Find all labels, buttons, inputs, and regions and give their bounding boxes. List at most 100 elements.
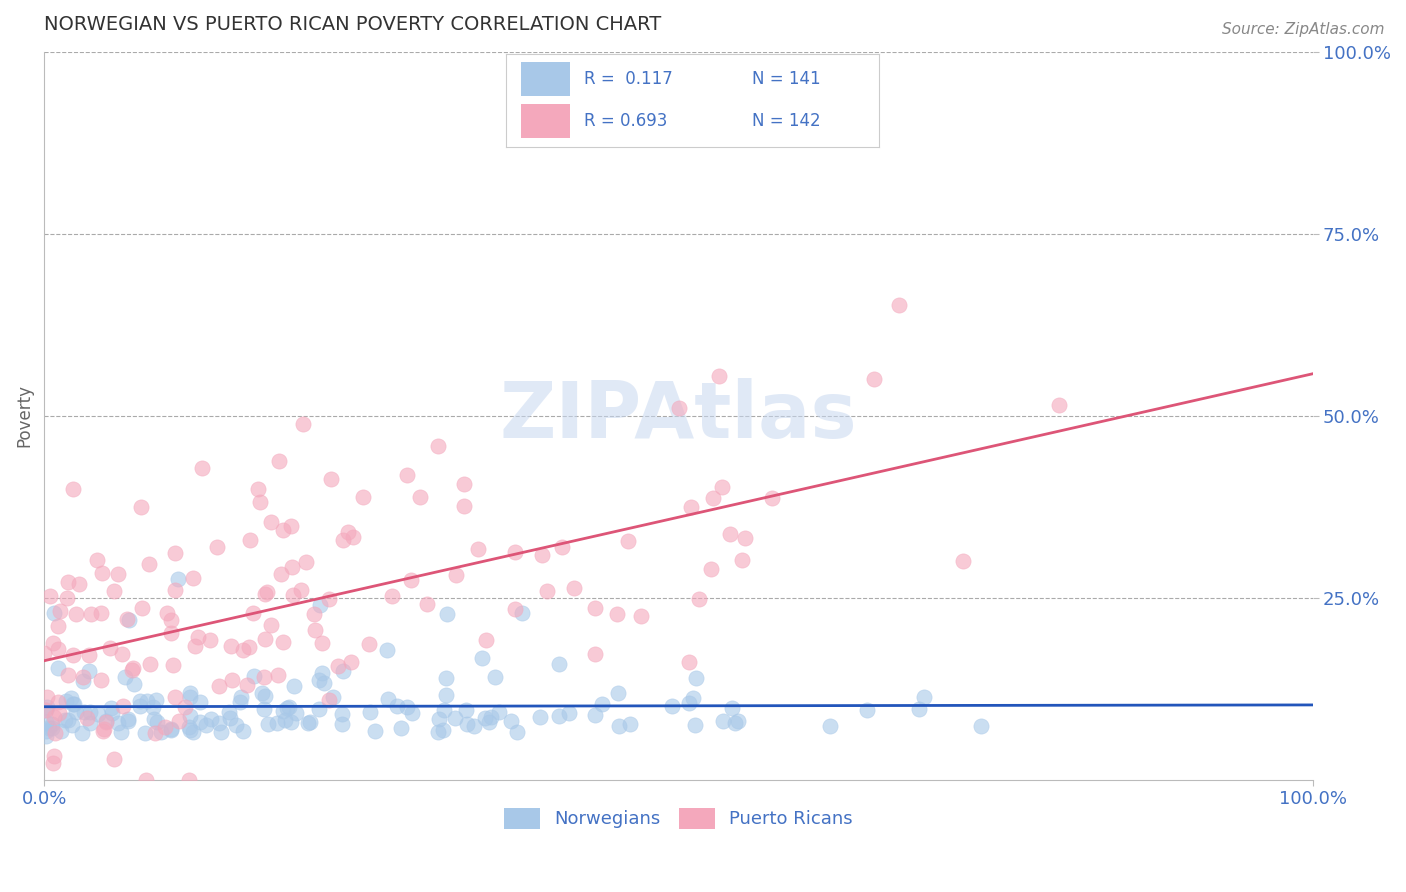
Point — [709, 369, 731, 384]
Point — [62, 648, 84, 662]
Point — [110, 724, 132, 739]
Point — [117, 614, 139, 628]
Point — [308, 598, 330, 612]
Point — [79, 705, 101, 719]
Point — [283, 680, 305, 694]
Point — [591, 697, 613, 711]
Point — [281, 559, 304, 574]
Text: R = 0.693: R = 0.693 — [585, 112, 668, 130]
Point — [630, 608, 652, 623]
Point — [302, 607, 325, 622]
Point — [129, 699, 152, 714]
Point — [219, 639, 242, 653]
Point — [688, 591, 710, 606]
Point — [395, 700, 418, 714]
Point — [90, 673, 112, 688]
Point — [42, 710, 65, 724]
Point — [107, 566, 129, 581]
Point — [583, 647, 606, 661]
Point — [32, 646, 55, 660]
Point — [188, 714, 211, 729]
Point — [79, 715, 101, 730]
Point — [254, 632, 277, 647]
Point — [342, 530, 364, 544]
Point — [35, 700, 58, 714]
Point — [232, 643, 254, 657]
Point — [273, 713, 295, 727]
Point — [364, 723, 387, 738]
Point — [56, 713, 79, 727]
Point — [702, 491, 724, 506]
Point — [339, 655, 361, 669]
Point — [607, 719, 630, 733]
Point — [617, 534, 640, 549]
Point — [276, 700, 298, 714]
Point — [471, 650, 494, 665]
FancyBboxPatch shape — [522, 104, 569, 138]
Point — [270, 566, 292, 581]
Point — [162, 657, 184, 672]
Point — [177, 720, 200, 734]
FancyBboxPatch shape — [522, 62, 569, 95]
Point — [308, 702, 330, 716]
Point — [35, 729, 58, 743]
Point — [77, 664, 100, 678]
Point — [912, 690, 935, 704]
Point — [607, 686, 630, 700]
Point — [200, 712, 222, 726]
Point — [619, 717, 641, 731]
Point — [94, 714, 117, 729]
Point — [271, 524, 294, 538]
Point — [856, 703, 879, 717]
Point — [685, 671, 707, 685]
Point — [304, 624, 326, 638]
Point — [35, 690, 58, 704]
Point — [149, 725, 172, 739]
Point — [330, 717, 353, 731]
Text: ZIPAtlas: ZIPAtlas — [499, 378, 858, 454]
Point — [179, 772, 201, 787]
Point — [661, 699, 683, 714]
Point — [908, 701, 931, 715]
Point — [281, 588, 304, 602]
Point — [181, 725, 204, 739]
Point — [531, 548, 554, 562]
Point — [117, 712, 139, 726]
Point — [44, 749, 66, 764]
Point — [48, 706, 70, 720]
Point — [49, 724, 72, 739]
Point — [205, 540, 228, 554]
Point — [145, 715, 167, 730]
Point — [505, 545, 527, 559]
Point — [548, 708, 571, 723]
Point — [377, 692, 399, 706]
Point — [444, 711, 467, 725]
Point — [321, 472, 343, 486]
Text: N = 141: N = 141 — [752, 70, 821, 87]
Point — [678, 655, 700, 669]
Text: Source: ZipAtlas.com: Source: ZipAtlas.com — [1222, 22, 1385, 37]
Point — [478, 714, 501, 729]
Point — [187, 630, 209, 644]
Point — [330, 707, 353, 722]
Point — [1047, 399, 1070, 413]
Point — [862, 372, 884, 386]
Point — [426, 725, 449, 739]
Point — [551, 540, 574, 554]
Point — [683, 718, 706, 732]
Point — [433, 703, 456, 717]
Point — [117, 714, 139, 728]
Point — [191, 461, 214, 475]
Point — [721, 701, 744, 715]
Point — [548, 657, 571, 671]
Point — [399, 573, 422, 587]
Point — [256, 716, 278, 731]
Point — [98, 640, 121, 655]
Point — [122, 677, 145, 691]
Point — [267, 454, 290, 468]
Point — [359, 705, 381, 719]
Point — [114, 670, 136, 684]
Point — [299, 714, 322, 729]
Point — [583, 707, 606, 722]
Point — [93, 722, 115, 736]
